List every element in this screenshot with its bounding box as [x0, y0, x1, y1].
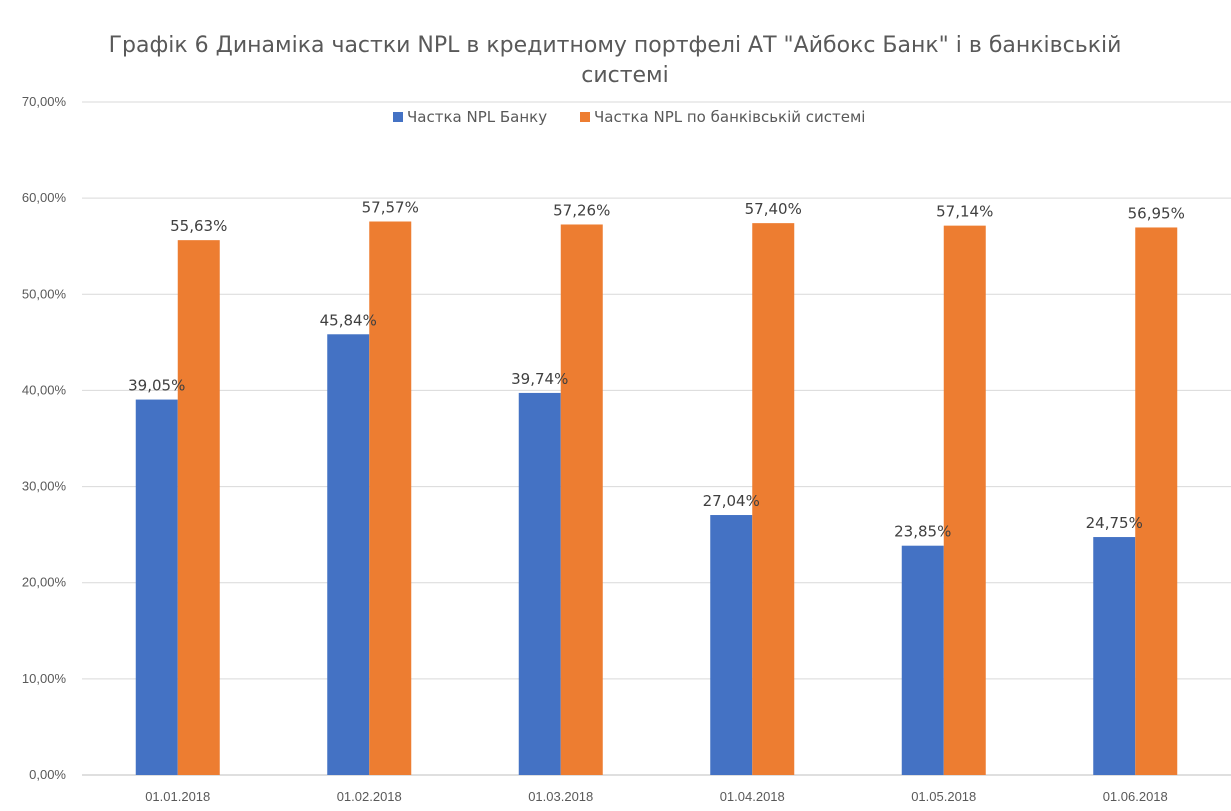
bar-bank: [710, 515, 753, 775]
bars: [135, 221, 1178, 776]
data-label-bank: 39,74%: [511, 370, 568, 388]
x-tick-label: 01.04.2018: [720, 789, 785, 804]
legend-swatch-system: [580, 112, 590, 122]
data-label-bank: 23,85%: [894, 523, 951, 541]
data-label-bank: 39,05%: [128, 377, 185, 395]
y-tick-label: 70,00%: [22, 94, 67, 109]
legend: Частка NPL Банку Частка NPL по банківськ…: [393, 108, 865, 126]
data-label-bank: 27,04%: [703, 492, 760, 510]
bar-bank: [518, 392, 561, 775]
bar-system: [177, 240, 220, 775]
legend-label-bank: Частка NPL Банку: [407, 108, 547, 126]
bar-bank: [135, 399, 178, 775]
x-axis-tick-labels: 01.01.2018 01.02.2018 01.03.2018 01.04.2018…: [145, 789, 1168, 804]
x-tick-label: 01.03.2018: [528, 789, 593, 804]
data-label-system: 55,63%: [170, 217, 227, 235]
x-tick-label: 01.02.2018: [337, 789, 402, 804]
bar-bank: [1093, 537, 1136, 775]
y-tick-label: 30,00%: [22, 479, 67, 494]
y-tick-label: 0,00%: [29, 767, 66, 782]
bar-system: [752, 223, 795, 775]
data-labels: 39,05% 55,63% 45,84% 57,57% 39,74% 57,26% 27,0…: [128, 199, 1185, 541]
y-tick-label: 50,00%: [22, 286, 67, 301]
legend-label-system: Частка NPL по банківській системі: [594, 108, 865, 126]
chart-title-line-1: Графік 6 Динаміка частки NPL в кредитном…: [109, 33, 1122, 58]
x-tick-label: 01.01.2018: [145, 789, 210, 804]
bar-bank: [327, 334, 370, 775]
x-tick-label: 01.05.2018: [911, 789, 976, 804]
data-label-bank: 45,84%: [320, 311, 377, 329]
chart-title-line-2: системі: [581, 63, 669, 88]
data-label-bank: 24,75%: [1086, 514, 1143, 532]
bar-bank: [901, 545, 944, 775]
y-tick-label: 60,00%: [22, 190, 67, 205]
x-tick-label: 01.06.2018: [1103, 789, 1168, 804]
data-label-system: 57,57%: [362, 199, 419, 217]
y-tick-label: 20,00%: [22, 575, 67, 590]
bar-system: [369, 221, 412, 776]
bar-system: [560, 224, 603, 776]
data-label-system: 56,95%: [1128, 204, 1185, 222]
data-label-system: 57,40%: [745, 200, 802, 218]
bar-system: [943, 225, 986, 775]
gridlines: [82, 101, 1231, 776]
bar-system: [1135, 227, 1178, 775]
y-tick-label: 10,00%: [22, 671, 67, 686]
data-label-system: 57,14%: [936, 203, 993, 221]
y-axis-tick-labels: 0,00% 10,00% 20,00% 30,00% 40,00% 50,00% 60,00…: [22, 94, 67, 782]
data-label-system: 57,26%: [553, 201, 610, 219]
y-tick-label: 40,00%: [22, 382, 67, 397]
legend-swatch-bank: [393, 112, 403, 122]
